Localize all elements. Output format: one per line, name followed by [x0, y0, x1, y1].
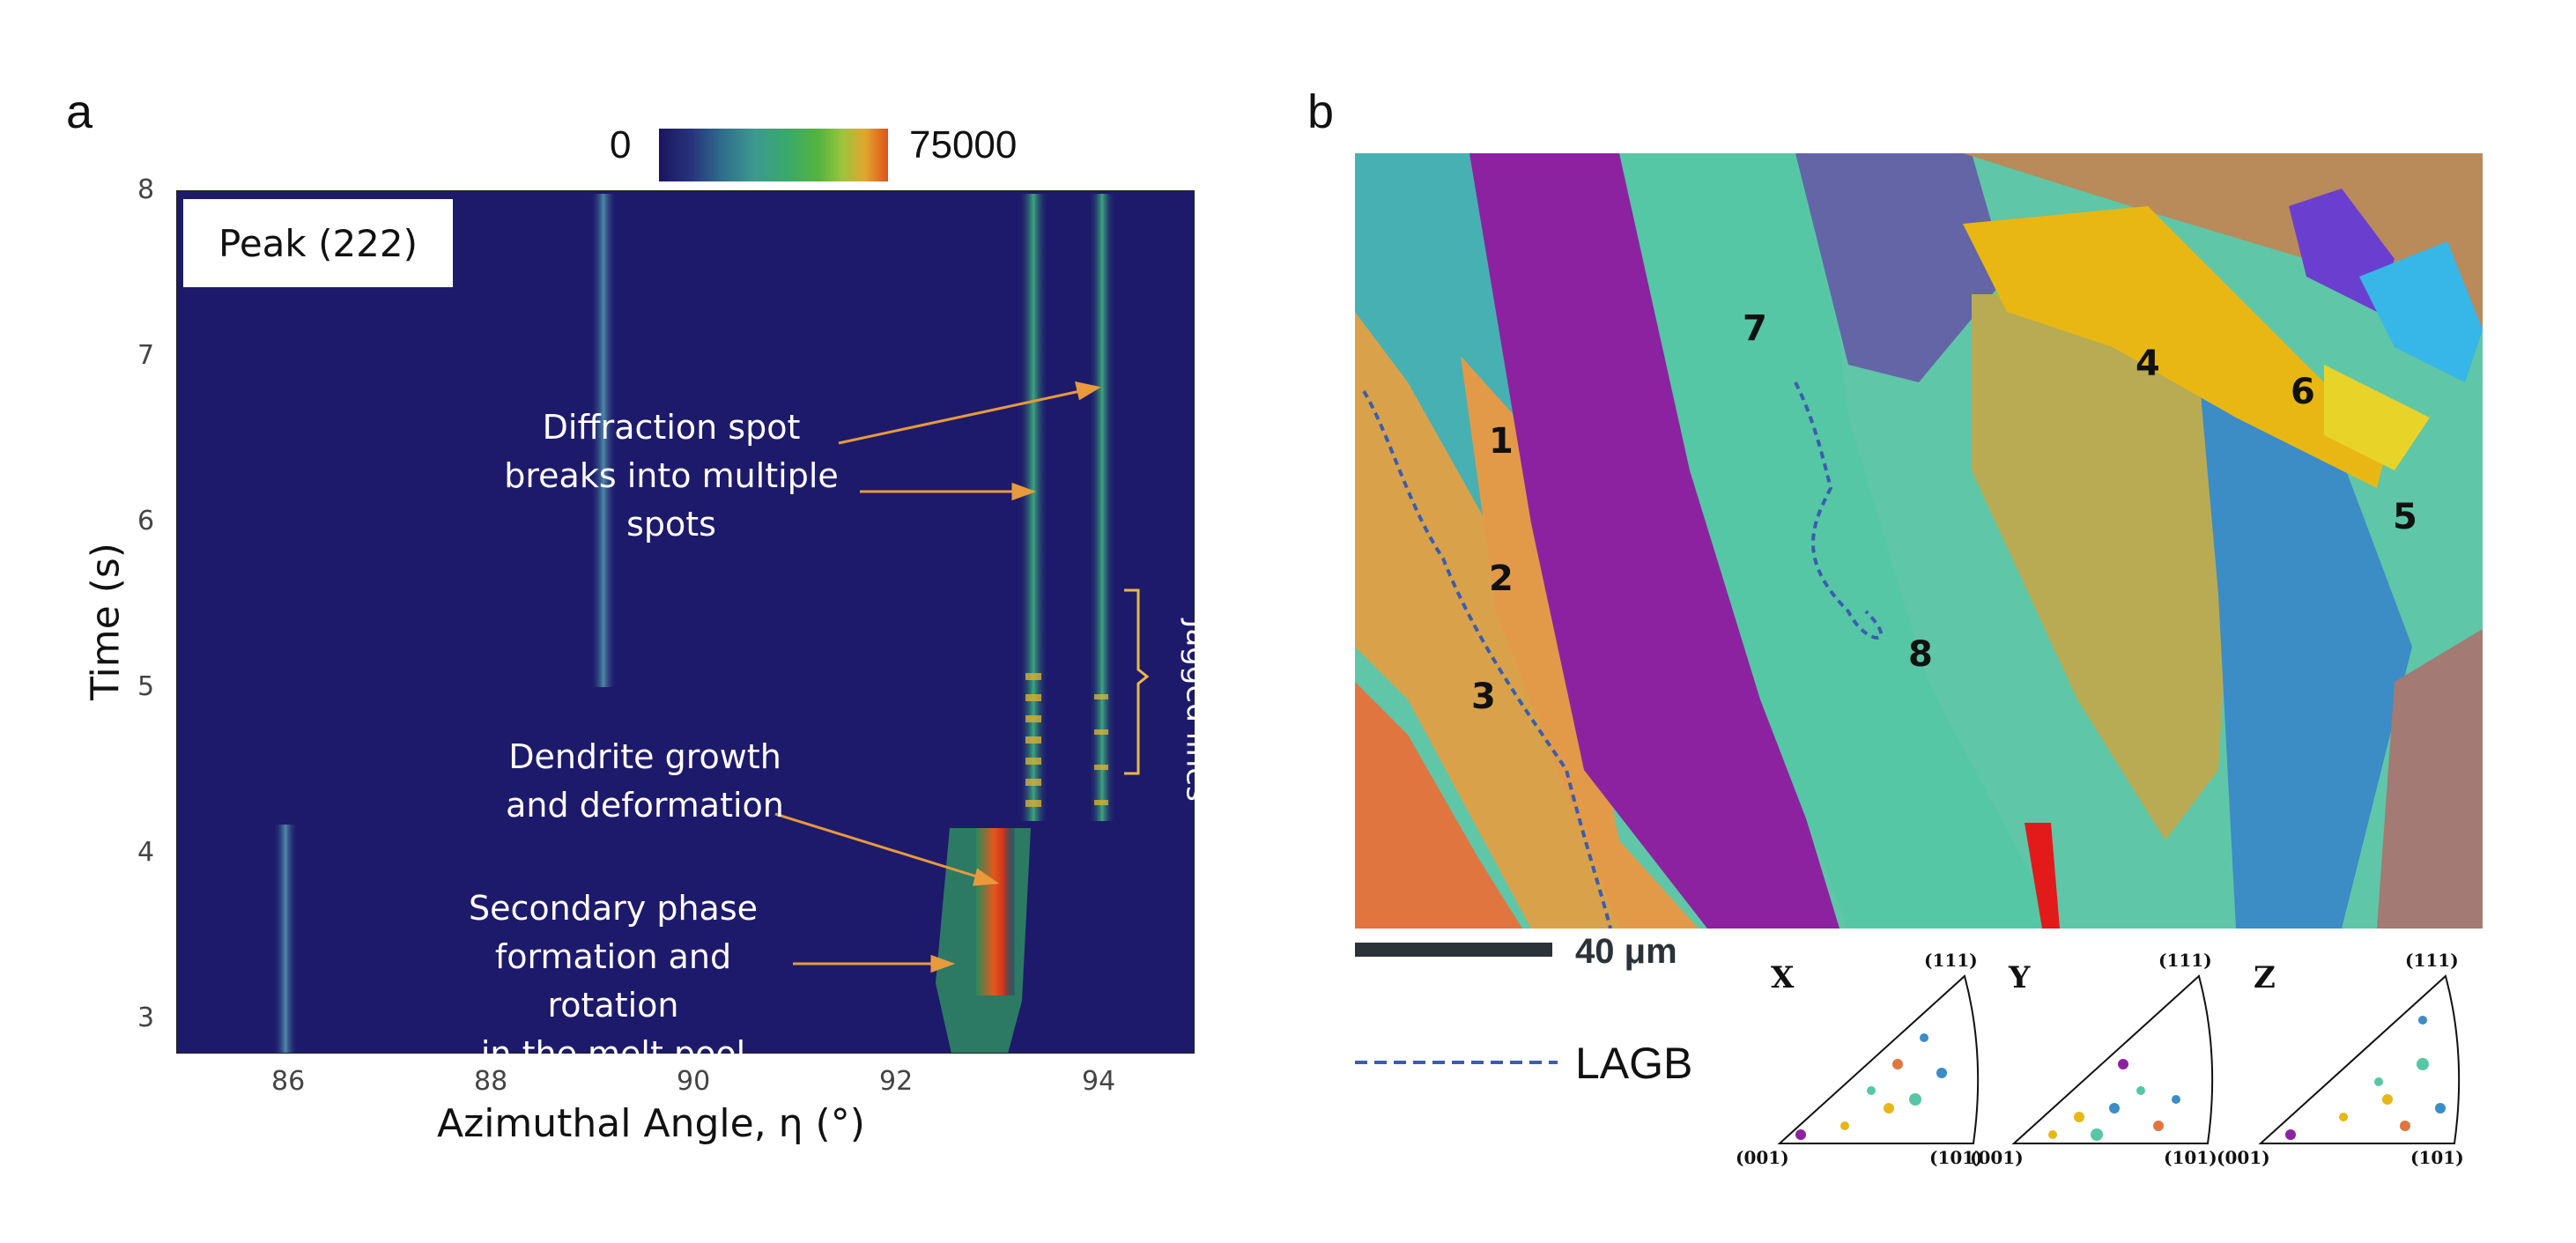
ipf-z-triangle: [2258, 974, 2461, 1144]
jagged-beads: [1025, 673, 1108, 807]
grain-slate: [1795, 153, 2007, 382]
annotation-dendrite-line2: and deformation: [506, 786, 784, 825]
lagb-legend-label: LAGB: [1575, 1039, 1693, 1088]
grain-orange-bottom: [1355, 682, 1522, 929]
annotation-diffraction-line2: breaks into multiple: [504, 456, 839, 496]
y-tick-5: 5: [137, 671, 155, 702]
grain-purple: [1469, 153, 1839, 929]
annotation-secondary-line1: Secondary phase: [469, 889, 758, 928]
streak-eta-93-4: [1018, 194, 1048, 821]
grain-label-7: 7: [1743, 308, 1767, 349]
scale-bar: [1355, 943, 1552, 957]
annotation-dendrite: Dendrite growth and deformation: [469, 733, 821, 830]
streak-eta-94-2: [1089, 194, 1115, 821]
x-tick-88: 88: [474, 1066, 508, 1097]
peak-label-box: Peak (222): [183, 199, 453, 287]
grain-label-1: 1: [1489, 421, 1514, 462]
scale-bar-label: 40 μm: [1575, 932, 1677, 971]
x-tick-86: 86: [271, 1066, 306, 1097]
heatmap-plot: [176, 190, 1195, 1054]
lagb-line-2: [1794, 381, 1884, 640]
panel-a-letter: a: [66, 85, 93, 138]
ipf-z-left: (001): [2217, 1147, 2270, 1168]
y-tick-6: 6: [137, 506, 155, 536]
jagged-bracket: [1124, 588, 1150, 775]
ipf-z-right: (101): [2410, 1147, 2464, 1168]
ipf-x-left: (001): [1736, 1147, 1789, 1168]
dendrite-hotspot: [976, 828, 1015, 995]
ipf-x-letter: X: [1771, 960, 1795, 995]
grain-yellow-small: [2324, 365, 2430, 470]
y-tick-7: 7: [137, 340, 155, 371]
streak-eta-89: [590, 194, 617, 687]
grain-red-small: [2025, 823, 2060, 929]
x-tick-94: 94: [1082, 1066, 1116, 1097]
grain-cyan: [2359, 241, 2483, 382]
grain-label-4: 4: [2136, 344, 2160, 384]
grain-label-5: 5: [2393, 497, 2417, 537]
x-axis-label: Azimuthal Angle, η (°): [437, 1101, 865, 1146]
annotation-secondary-line2: formation and rotation: [494, 937, 732, 1025]
x-tick-90: 90: [677, 1066, 711, 1097]
peak-label: Peak (222): [218, 221, 418, 265]
grain-teal-center: [1619, 153, 2060, 929]
grain-label-8: 8: [1908, 634, 1933, 675]
colorbar-max-label: 75000: [909, 123, 1018, 166]
grain-yellow: [1963, 206, 2395, 488]
ipf-y-right: (101): [2164, 1147, 2217, 1168]
lagb-legend-line: [1355, 1061, 1558, 1064]
annotation-secondary-line3: in the melt pool: [480, 1034, 746, 1074]
ipf-z-letter: Z: [2254, 960, 2276, 995]
grain-rosy: [2377, 629, 2483, 929]
ipf-y-left: (001): [1970, 1147, 2024, 1168]
ipf-y-top: (111): [2158, 950, 2212, 971]
grain-olive: [1972, 294, 2236, 840]
streak-eta-86: [273, 825, 298, 1054]
ebsd-grain-map: [1355, 153, 2483, 929]
annotation-secondary: Secondary phase formation and rotation i…: [428, 884, 798, 1078]
lagb-line-1: [1362, 389, 1612, 929]
grain-label-2: 2: [1489, 559, 1514, 599]
annotation-diffraction-line3: spots: [626, 505, 716, 544]
grain-blue-right: [2192, 294, 2412, 929]
ipf-x-top: (111): [1924, 950, 1978, 971]
ipf-z-top: (111): [2405, 950, 2459, 971]
grain-brown-top: [1963, 153, 2483, 329]
y-tick-3: 3: [137, 1003, 155, 1033]
annotation-arrows: [774, 381, 1102, 973]
y-tick-4: 4: [137, 837, 155, 868]
colorbar: [659, 129, 888, 181]
annotation-dendrite-line1: Dendrite growth: [508, 737, 781, 776]
annotation-jagged-lines: Jagged lines: [1179, 619, 1215, 802]
y-axis-label: Time (s): [83, 543, 129, 700]
annotation-diffraction: Diffraction spot breaks into multiple sp…: [486, 403, 856, 549]
annotation-diffraction-line1: Diffraction spot: [542, 408, 801, 447]
ipf-x-triangle: [1777, 974, 1980, 1144]
panel-b-letter: b: [1307, 85, 1335, 138]
ipf-y-letter: Y: [2009, 960, 2031, 995]
colorbar-min-label: 0: [610, 123, 632, 166]
ipf-y-triangle: [2011, 974, 2214, 1144]
y-tick-8: 8: [137, 174, 155, 205]
grain-label-3: 3: [1471, 677, 1496, 717]
grain-label-6: 6: [2291, 372, 2315, 412]
ipf-x-right: (101): [1929, 1147, 1983, 1168]
x-tick-92: 92: [879, 1066, 914, 1097]
